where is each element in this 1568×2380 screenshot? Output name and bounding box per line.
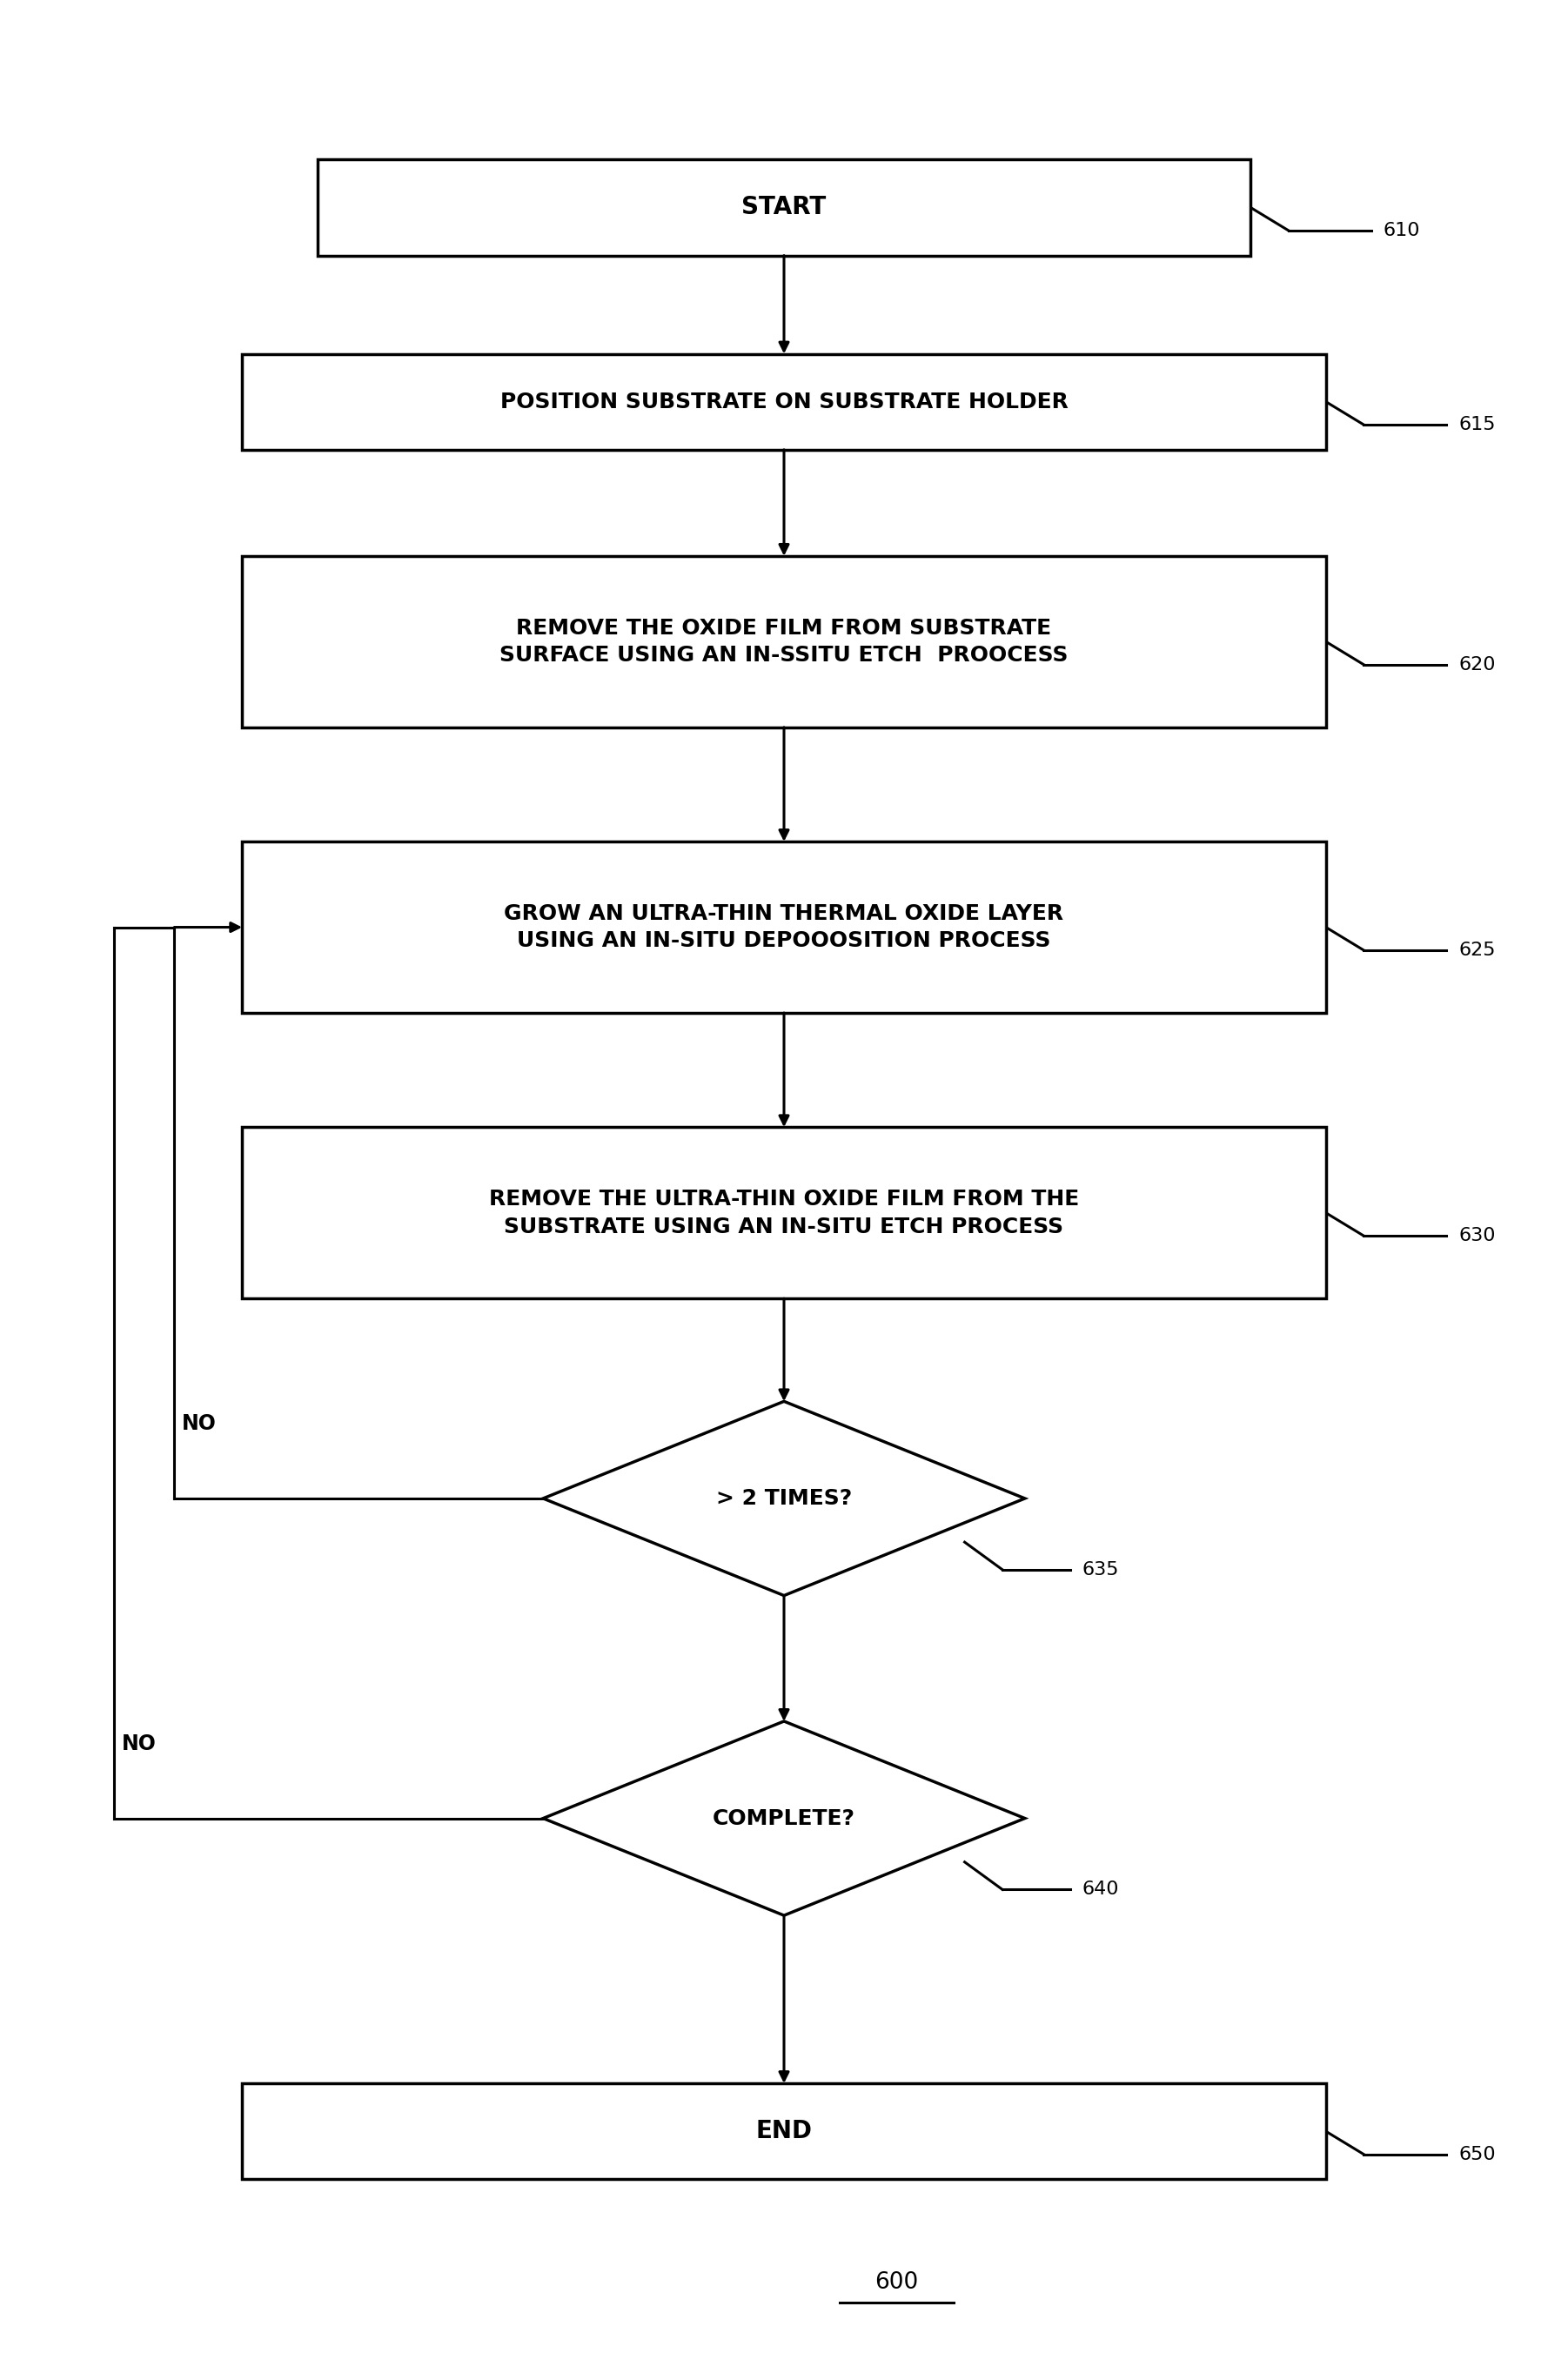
Text: > 2 TIMES?: > 2 TIMES? bbox=[717, 1488, 851, 1509]
Polygon shape bbox=[543, 1721, 1025, 1916]
Text: GROW AN ULTRA-THIN THERMAL OXIDE LAYER
USING AN IN-SITU DEPOOOSITION PROCESS: GROW AN ULTRA-THIN THERMAL OXIDE LAYER U… bbox=[505, 902, 1063, 952]
FancyBboxPatch shape bbox=[241, 355, 1327, 450]
Text: 600: 600 bbox=[875, 2271, 919, 2294]
Text: NO: NO bbox=[122, 1733, 157, 1754]
Text: 625: 625 bbox=[1458, 942, 1496, 959]
Text: REMOVE THE ULTRA-THIN OXIDE FILM FROM THE
SUBSTRATE USING AN IN-SITU ETCH PROCES: REMOVE THE ULTRA-THIN OXIDE FILM FROM TH… bbox=[489, 1188, 1079, 1238]
Text: NO: NO bbox=[182, 1414, 216, 1435]
Polygon shape bbox=[543, 1402, 1025, 1595]
FancyBboxPatch shape bbox=[317, 159, 1251, 255]
Text: 635: 635 bbox=[1082, 1561, 1120, 1578]
FancyBboxPatch shape bbox=[241, 557, 1327, 728]
Text: 640: 640 bbox=[1082, 1880, 1120, 1899]
FancyBboxPatch shape bbox=[241, 1128, 1327, 1299]
FancyBboxPatch shape bbox=[241, 843, 1327, 1014]
Text: COMPLETE?: COMPLETE? bbox=[712, 1809, 856, 1828]
Text: 650: 650 bbox=[1458, 2144, 1496, 2163]
Text: 610: 610 bbox=[1383, 221, 1421, 238]
Text: REMOVE THE OXIDE FILM FROM SUBSTRATE
SURFACE USING AN IN-SSITU ETCH  PROOCESS: REMOVE THE OXIDE FILM FROM SUBSTRATE SUR… bbox=[500, 616, 1068, 666]
Text: END: END bbox=[756, 2118, 812, 2144]
Text: 615: 615 bbox=[1458, 416, 1496, 433]
Text: POSITION SUBSTRATE ON SUBSTRATE HOLDER: POSITION SUBSTRATE ON SUBSTRATE HOLDER bbox=[500, 390, 1068, 412]
Text: 620: 620 bbox=[1458, 657, 1496, 674]
Text: START: START bbox=[742, 195, 826, 219]
Text: 630: 630 bbox=[1458, 1228, 1496, 1245]
FancyBboxPatch shape bbox=[241, 2082, 1327, 2180]
